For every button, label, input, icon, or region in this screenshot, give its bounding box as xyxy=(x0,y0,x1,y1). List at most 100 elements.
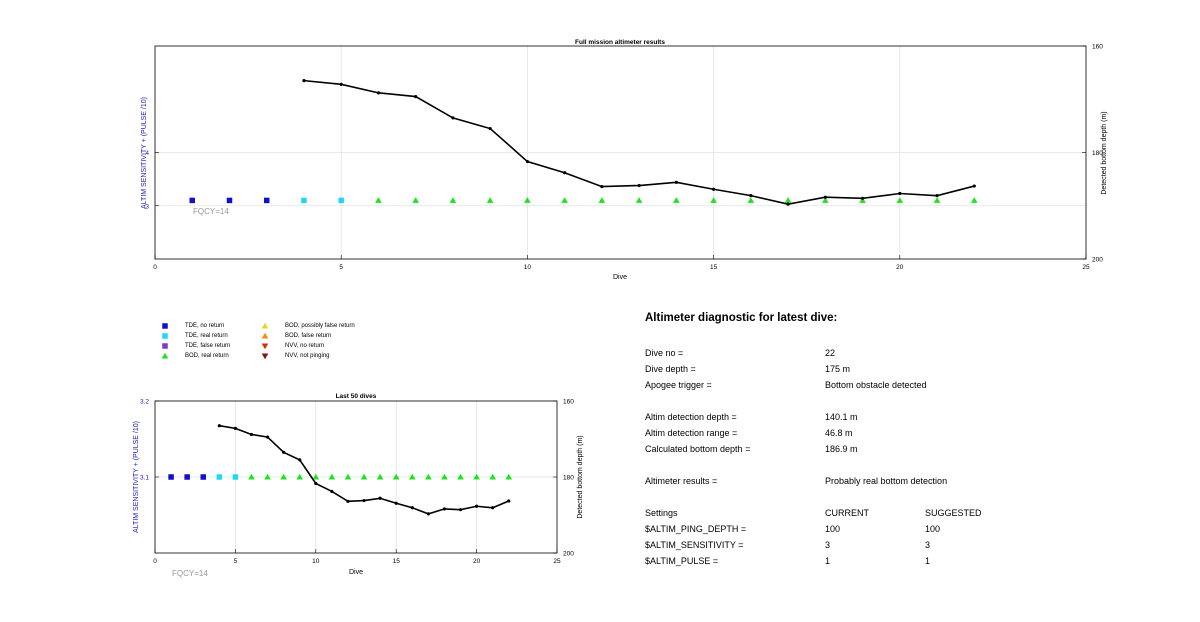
altimeter-marker xyxy=(408,473,416,480)
y-left-tick-label: 3 xyxy=(145,203,149,210)
apogee-trigger-row: Apogee trigger = Bottom obstacle detecte… xyxy=(645,380,1165,392)
bottom-depth-point xyxy=(507,499,511,503)
x-tick-label: 25 xyxy=(553,558,561,565)
legend-label: NVV, not pinging xyxy=(285,353,330,359)
bottom-depth-point xyxy=(442,507,447,511)
square-marker-icon xyxy=(162,333,168,339)
grid xyxy=(155,400,557,553)
bottom-depth-point xyxy=(410,506,414,510)
bottom-depth-point xyxy=(330,489,334,494)
bottom-depth-point xyxy=(488,126,492,131)
altimeter-marker xyxy=(338,197,344,204)
setting-row: $ALTIM_PULSE = 1 1 xyxy=(645,556,1165,568)
setting-current: 100 xyxy=(825,524,841,534)
altimeter-marker xyxy=(457,473,464,480)
x-tick-label: 25 xyxy=(1082,264,1090,271)
bottom-depth-point xyxy=(249,432,254,437)
y-right-tick-label: 180 xyxy=(563,475,574,482)
altimeter-marker xyxy=(784,197,792,203)
altim-detection-range-row: Altim detection range = 46.8 m xyxy=(645,428,1165,440)
setting-name: $ALTIM_PING_DEPTH = xyxy=(645,524,747,534)
legend-marker xyxy=(161,352,169,359)
altimeter-marker xyxy=(312,473,320,480)
legend-marker xyxy=(261,322,269,329)
setting-suggested: 100 xyxy=(925,524,941,534)
row-label: Dive no = xyxy=(645,348,684,358)
legend-label: TDE, real return xyxy=(185,333,228,339)
full-mission-chart: Full mission altimeter results 0 5 10 15 20 2… xyxy=(141,39,1108,281)
altimeter-marker xyxy=(635,197,643,203)
legend: TDE, no return TDE, real return TDE, false… xyxy=(155,318,415,363)
x-tick-label: 10 xyxy=(524,264,532,271)
bottom-depth-point xyxy=(458,508,463,512)
bottom-depth-point xyxy=(860,196,865,200)
altim-detection-depth-row: Altim detection depth = 140.1 m xyxy=(645,412,1165,424)
row-label: Apogee trigger = xyxy=(645,380,712,390)
legend-item: NVV, no return xyxy=(261,342,324,350)
row-value: Probably real bottom detection xyxy=(825,476,948,486)
altimeter-marker xyxy=(486,197,494,203)
altimeter-marker xyxy=(263,197,270,204)
legend-label: BOD, possibly false return xyxy=(285,323,355,329)
altimeter-marker xyxy=(524,197,531,203)
legend-item: BOD, false return xyxy=(261,332,331,340)
setting-name: $ALTIM_SENSITIVITY = xyxy=(645,540,744,550)
legend-item: BOD, possibly false return xyxy=(261,322,355,330)
altimeter-marker xyxy=(168,474,174,480)
altimeter-marker xyxy=(710,197,717,203)
bottom-depth-point xyxy=(674,180,678,184)
altimeter-marker xyxy=(189,197,195,204)
bottom-depth-point xyxy=(475,504,479,508)
legend-marker xyxy=(261,332,269,339)
bottom-depth-point xyxy=(265,435,270,439)
altimeter-marker xyxy=(280,473,287,480)
x-tick-label: 5 xyxy=(234,558,238,565)
setting-row: $ALTIM_PING_DEPTH = 100 100 xyxy=(645,524,1165,536)
legend-item: NVV, not pinging xyxy=(261,352,330,360)
chart-title: Last 50 dives xyxy=(336,393,377,400)
altimeter-marker xyxy=(328,473,336,480)
bottom-depth-point xyxy=(823,195,827,199)
row-value: 140.1 m xyxy=(825,412,858,422)
altimeter-marker xyxy=(264,473,271,480)
setting-suggested: 1 xyxy=(925,556,931,566)
row-value: 186.9 m xyxy=(825,444,858,454)
x-tick-label: 5 xyxy=(339,264,343,271)
row-label: Dive depth = xyxy=(645,364,696,374)
data-marks xyxy=(189,79,978,206)
x-tick-label: 10 xyxy=(312,558,320,565)
dive-depth-row: Dive depth = 175 m xyxy=(645,364,1165,376)
altimeter-marker xyxy=(376,473,384,480)
triangle-up-marker-icon xyxy=(261,322,269,329)
legend-label: TDE, false return xyxy=(185,343,231,349)
y-axis-right-label: Detected bottom depth (m) xyxy=(577,435,584,518)
altimeter-marker xyxy=(226,197,233,204)
altimeter-marker xyxy=(360,473,368,480)
altimeter-marker xyxy=(200,474,206,480)
altimeter-marker xyxy=(375,197,382,203)
row-label: Altim detection range = xyxy=(645,428,738,438)
setting-suggested: 3 xyxy=(925,540,931,550)
setting-current: 1 xyxy=(825,556,831,566)
y-axis-left: 3.1 3.2 xyxy=(140,399,159,482)
altimeter-marker xyxy=(184,474,190,480)
settings-header: Settings xyxy=(645,508,678,518)
bottom-depth-point xyxy=(451,116,455,120)
bottom-depth-point xyxy=(298,458,302,462)
bottom-depth-point xyxy=(376,91,381,95)
legend-marker xyxy=(162,343,168,349)
bottom-depth-point xyxy=(314,481,318,486)
current-header: CURRENT xyxy=(825,508,869,518)
frequency-annotation: FQCY=14 xyxy=(193,207,229,216)
triangle-down-marker-icon xyxy=(261,343,269,350)
y-axis-left-label: ALTIM SENSITIVITY + (PULSE /10) xyxy=(133,421,140,533)
bottom-depth-point xyxy=(712,187,716,191)
altimeter-marker xyxy=(216,474,223,480)
x-tick-label: 20 xyxy=(896,264,904,271)
bottom-depth-point xyxy=(898,191,902,196)
y-right-tick-label: 200 xyxy=(1092,257,1103,264)
settings-header-row: Settings CURRENT SUGGESTED xyxy=(645,508,1165,520)
bottom-depth-point xyxy=(972,184,976,188)
bottom-depth-point xyxy=(525,159,530,164)
x-axis-label: Dive xyxy=(613,274,627,281)
